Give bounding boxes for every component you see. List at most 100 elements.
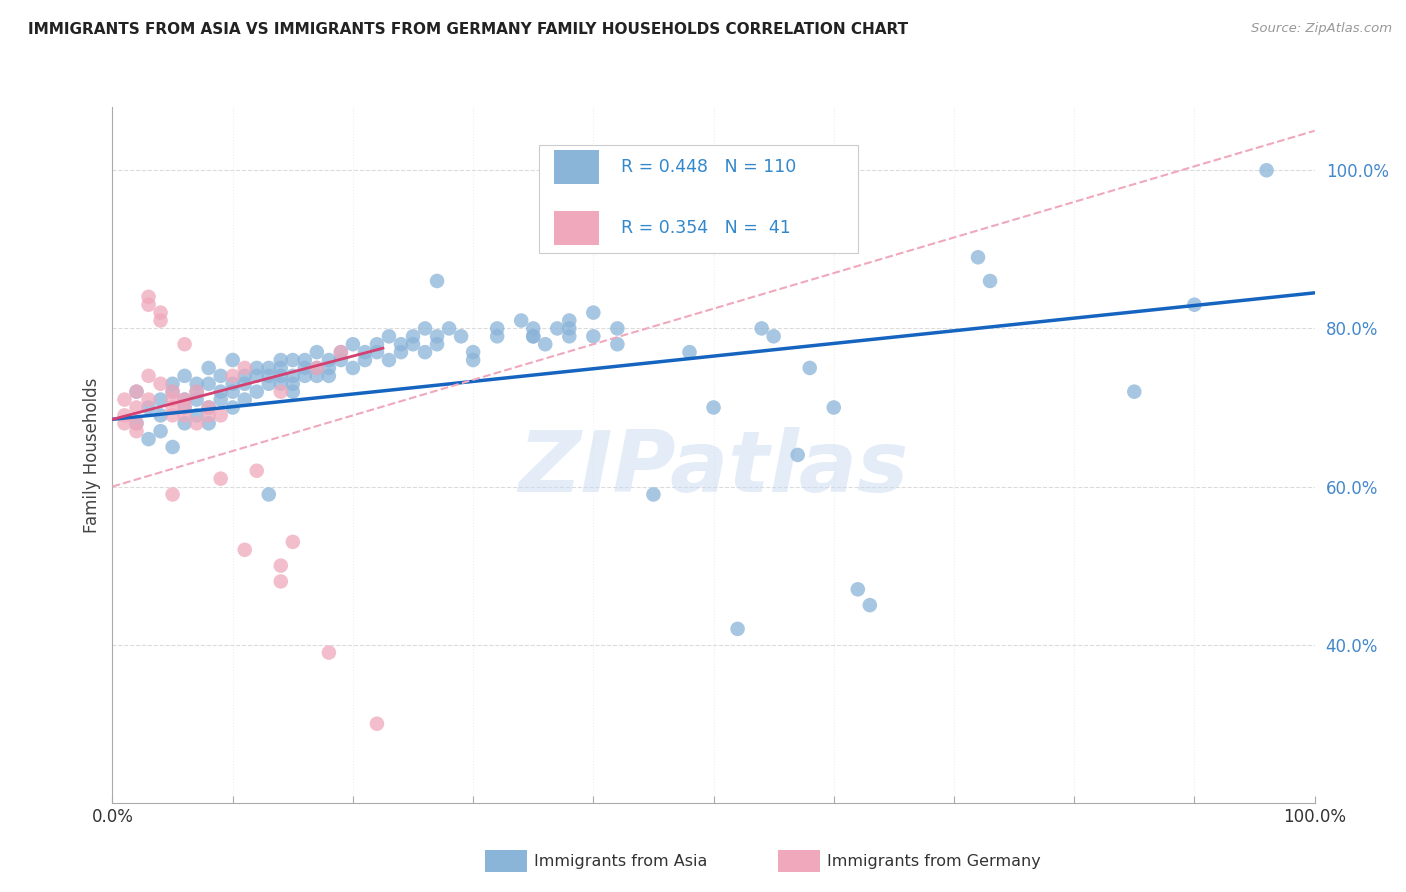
Point — [606, 337, 628, 351]
Point — [522, 329, 544, 343]
Point — [186, 409, 208, 423]
Text: Source: ZipAtlas.com: Source: ZipAtlas.com — [1251, 22, 1392, 36]
Point — [138, 432, 160, 446]
Point — [967, 250, 990, 264]
Point — [1123, 384, 1146, 399]
Point — [437, 321, 460, 335]
Point — [558, 321, 581, 335]
Point — [162, 409, 184, 423]
FancyBboxPatch shape — [554, 211, 599, 244]
Point — [305, 361, 328, 376]
FancyBboxPatch shape — [540, 145, 858, 253]
Point — [413, 321, 436, 335]
Point — [162, 440, 184, 454]
Point — [450, 329, 472, 343]
Point — [246, 384, 269, 399]
Point — [546, 321, 568, 335]
Point — [270, 361, 292, 376]
Point — [114, 417, 136, 431]
Point — [366, 337, 388, 351]
Point — [270, 558, 292, 573]
Point — [197, 401, 219, 415]
Point — [426, 329, 449, 343]
Point — [510, 313, 533, 327]
Point — [366, 716, 388, 731]
Point — [354, 353, 377, 368]
Point — [209, 384, 232, 399]
Point — [222, 384, 245, 399]
Point — [233, 376, 256, 391]
Point — [1256, 163, 1278, 178]
Point — [233, 542, 256, 557]
Point — [823, 401, 845, 415]
Point — [186, 417, 208, 431]
Point — [162, 392, 184, 407]
Point — [173, 392, 195, 407]
Point — [138, 368, 160, 383]
Point — [209, 392, 232, 407]
Point — [342, 337, 364, 351]
Point — [162, 384, 184, 399]
Point — [197, 401, 219, 415]
Point — [859, 598, 882, 612]
Point — [582, 329, 605, 343]
Point — [197, 417, 219, 431]
Point — [354, 345, 377, 359]
Point — [173, 337, 195, 351]
Point — [173, 409, 195, 423]
Point — [461, 353, 484, 368]
Point — [209, 368, 232, 383]
Point — [294, 368, 316, 383]
Point — [558, 329, 581, 343]
Point — [197, 409, 219, 423]
Point — [173, 417, 195, 431]
Point — [222, 401, 245, 415]
Point — [786, 448, 808, 462]
Point — [209, 472, 232, 486]
Point — [702, 401, 725, 415]
Point — [378, 329, 401, 343]
Point — [270, 353, 292, 368]
Point — [125, 384, 148, 399]
Point — [413, 345, 436, 359]
Point — [294, 361, 316, 376]
Point — [222, 368, 245, 383]
Point — [222, 376, 245, 391]
Point — [257, 361, 280, 376]
Point — [173, 401, 195, 415]
Point — [751, 321, 773, 335]
Text: Immigrants from Asia: Immigrants from Asia — [534, 855, 707, 869]
Point — [246, 464, 269, 478]
Text: ZIPatlas: ZIPatlas — [519, 427, 908, 510]
Point — [378, 353, 401, 368]
Point — [173, 401, 195, 415]
Point — [270, 368, 292, 383]
Text: R = 0.354   N =  41: R = 0.354 N = 41 — [621, 219, 790, 237]
Text: IMMIGRANTS FROM ASIA VS IMMIGRANTS FROM GERMANY FAMILY HOUSEHOLDS CORRELATION CH: IMMIGRANTS FROM ASIA VS IMMIGRANTS FROM … — [28, 22, 908, 37]
Point — [149, 313, 172, 327]
Point — [582, 305, 605, 319]
Point — [257, 368, 280, 383]
Point — [389, 345, 412, 359]
Point — [138, 392, 160, 407]
Point — [329, 345, 352, 359]
Point — [318, 361, 340, 376]
Point — [149, 376, 172, 391]
Point — [149, 409, 172, 423]
Point — [522, 321, 544, 335]
Point — [257, 376, 280, 391]
Point — [643, 487, 665, 501]
Point — [114, 392, 136, 407]
Point — [186, 384, 208, 399]
Point — [461, 345, 484, 359]
Point — [281, 368, 304, 383]
Point — [270, 384, 292, 399]
Point — [233, 392, 256, 407]
Point — [149, 424, 172, 438]
Point — [329, 345, 352, 359]
Point — [281, 376, 304, 391]
Point — [246, 368, 269, 383]
Point — [799, 361, 821, 376]
Point — [534, 337, 557, 351]
Point — [486, 329, 509, 343]
